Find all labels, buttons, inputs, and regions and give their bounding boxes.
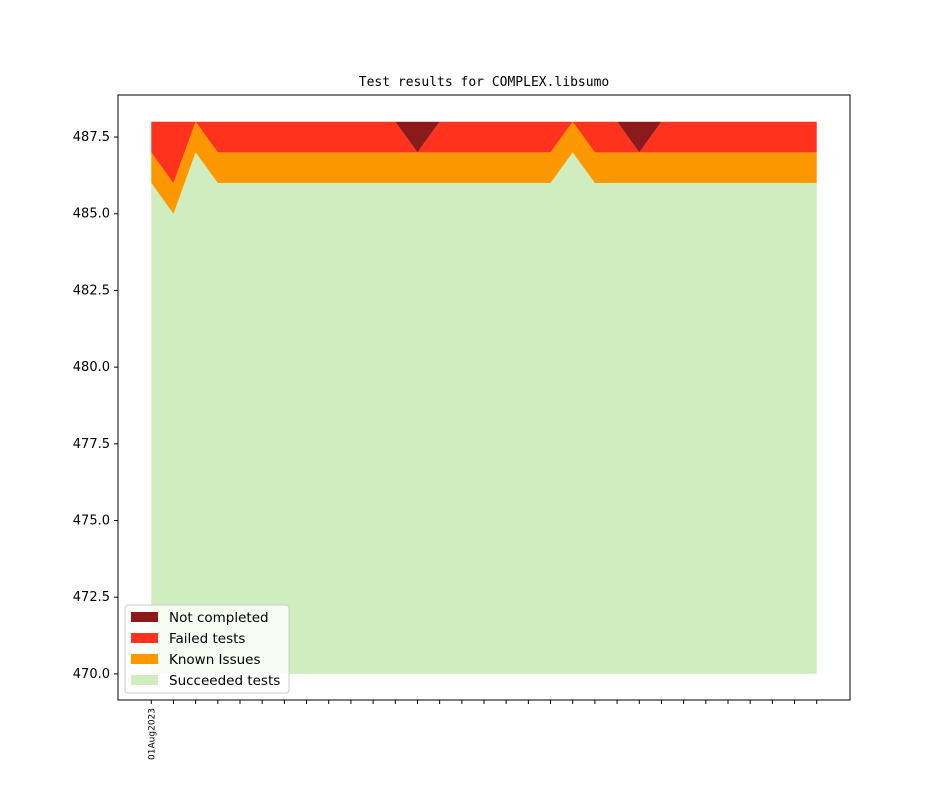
x-tick-label: 01Aug2023 (147, 708, 157, 760)
area-failed-tests (151, 121, 817, 184)
legend-label: Not completed (169, 610, 269, 626)
y-axis: 470.0 472.5 475.0 477.5 480.0 482.5 485.0 487.5 (73, 130, 118, 682)
legend-label: Failed tests (169, 631, 245, 647)
y-tick-label: 477.5 (73, 437, 110, 452)
legend-swatch (131, 654, 158, 664)
areas (151, 121, 817, 674)
legend-swatch (131, 633, 158, 643)
chart-title: Test results for COMPLEX.libsumo (359, 75, 609, 90)
y-tick-label: 482.5 (73, 283, 110, 298)
legend-swatch (131, 612, 158, 622)
y-tick-label: 470.0 (73, 667, 110, 682)
legend: Not completed Failed tests Known Issues Suc… (124, 604, 290, 694)
y-tick-label: 480.0 (73, 360, 110, 375)
area-not-completed (151, 121, 817, 153)
area-succeeded-tests (151, 152, 817, 674)
legend-label: Succeeded tests (169, 673, 280, 689)
legend-label: Known Issues (169, 652, 261, 668)
y-tick-label: 485.0 (73, 207, 110, 222)
legend-box (124, 604, 290, 694)
y-tick-label: 487.5 (73, 130, 110, 145)
y-tick-label: 475.0 (73, 514, 110, 529)
legend-swatch (131, 675, 158, 685)
area-known-issues (151, 121, 817, 214)
y-tick-label: 472.5 (73, 590, 110, 605)
x-axis: 01Aug2023 (147, 700, 818, 760)
